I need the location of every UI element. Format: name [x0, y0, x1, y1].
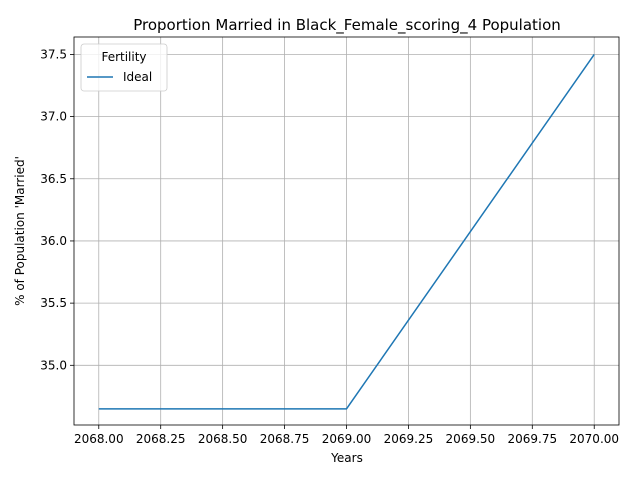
chart-title: Proportion Married in Black_Female_scori…: [133, 16, 561, 35]
legend-entry-ideal: Ideal: [123, 70, 152, 84]
x-tick-label: 2068.75: [260, 432, 310, 446]
x-axis-label: Years: [330, 451, 363, 465]
series-line-ideal: [98, 53, 595, 410]
y-tick-label: 35.0: [40, 358, 67, 372]
y-axis-label: % of Population 'Married': [13, 156, 27, 306]
y-axis: 35.0 35.5 36.0 36.5 37.0 37.5: [40, 47, 74, 372]
y-tick-label: 35.5: [40, 296, 67, 310]
x-tick-label: 2069.25: [384, 432, 434, 446]
x-tick-label: 2068.00: [74, 432, 124, 446]
y-tick-label: 36.0: [40, 234, 67, 248]
x-axis: 2068.00 2068.25 2068.50 2068.75 2069.00 2069.…: [74, 425, 619, 446]
x-tick-label: 2070.00: [569, 432, 619, 446]
y-tick-label: 37.0: [40, 110, 67, 124]
x-tick-label: 2068.50: [198, 432, 248, 446]
series-layer: [98, 53, 595, 410]
x-tick-label: 2069.75: [507, 432, 557, 446]
legend-box: [80, 43, 168, 92]
x-tick-label: 2068.25: [136, 432, 186, 446]
legend-title: Fertility: [101, 50, 146, 64]
y-tick-label: 36.5: [40, 172, 67, 186]
legend: Fertility Ideal: [80, 43, 168, 92]
y-tick-label: 37.5: [40, 47, 67, 61]
x-tick-label: 2069.00: [322, 432, 372, 446]
grid: [74, 37, 619, 425]
x-tick-label: 2069.50: [446, 432, 496, 446]
